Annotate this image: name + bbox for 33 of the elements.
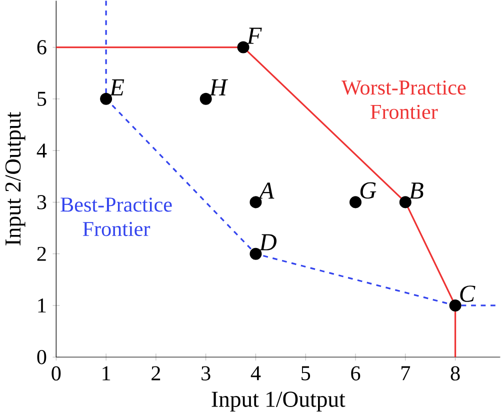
y-tick-label: 0: [37, 350, 46, 364]
series-label: Best-Practice Frontier: [60, 198, 172, 236]
y-tick-label: 3: [37, 195, 46, 210]
y-tick-label: 2: [37, 246, 46, 261]
point: [350, 196, 362, 208]
y-tick-label: 5: [38, 92, 46, 106]
annotation: A: [258, 182, 274, 199]
x-tick-label: 4: [250, 366, 261, 380]
point: [399, 196, 412, 208]
x-tick-label: 1: [102, 366, 110, 380]
annotation: C: [460, 286, 476, 302]
x-tick-label: 5: [302, 366, 310, 380]
x-tick-label: 0: [52, 366, 61, 381]
y-axis-title: Input 2/Output: [5, 112, 26, 246]
point: [200, 92, 212, 105]
x-tick-label: 7: [402, 366, 410, 380]
annotation: E: [109, 79, 124, 96]
annotation: D: [259, 234, 276, 250]
point: [449, 299, 462, 312]
x-tick-label: 2: [152, 366, 160, 380]
y-tick-label: 1: [38, 298, 46, 312]
x-tick-label: 3: [202, 366, 210, 380]
annotation: F: [246, 28, 262, 44]
x-axis-title: Input 1/Output: [212, 392, 346, 412]
x-tick-label: 8: [450, 366, 460, 381]
point: [237, 41, 250, 54]
annotation: B: [409, 182, 424, 199]
y-tick-label: 4: [36, 144, 47, 158]
annotation: H: [209, 79, 228, 96]
x-tick-label: 6: [351, 366, 360, 380]
annotation: G: [360, 182, 376, 199]
series-label: Worst-Practice Frontier: [342, 80, 466, 120]
y-tick-label: 6: [37, 40, 46, 54]
